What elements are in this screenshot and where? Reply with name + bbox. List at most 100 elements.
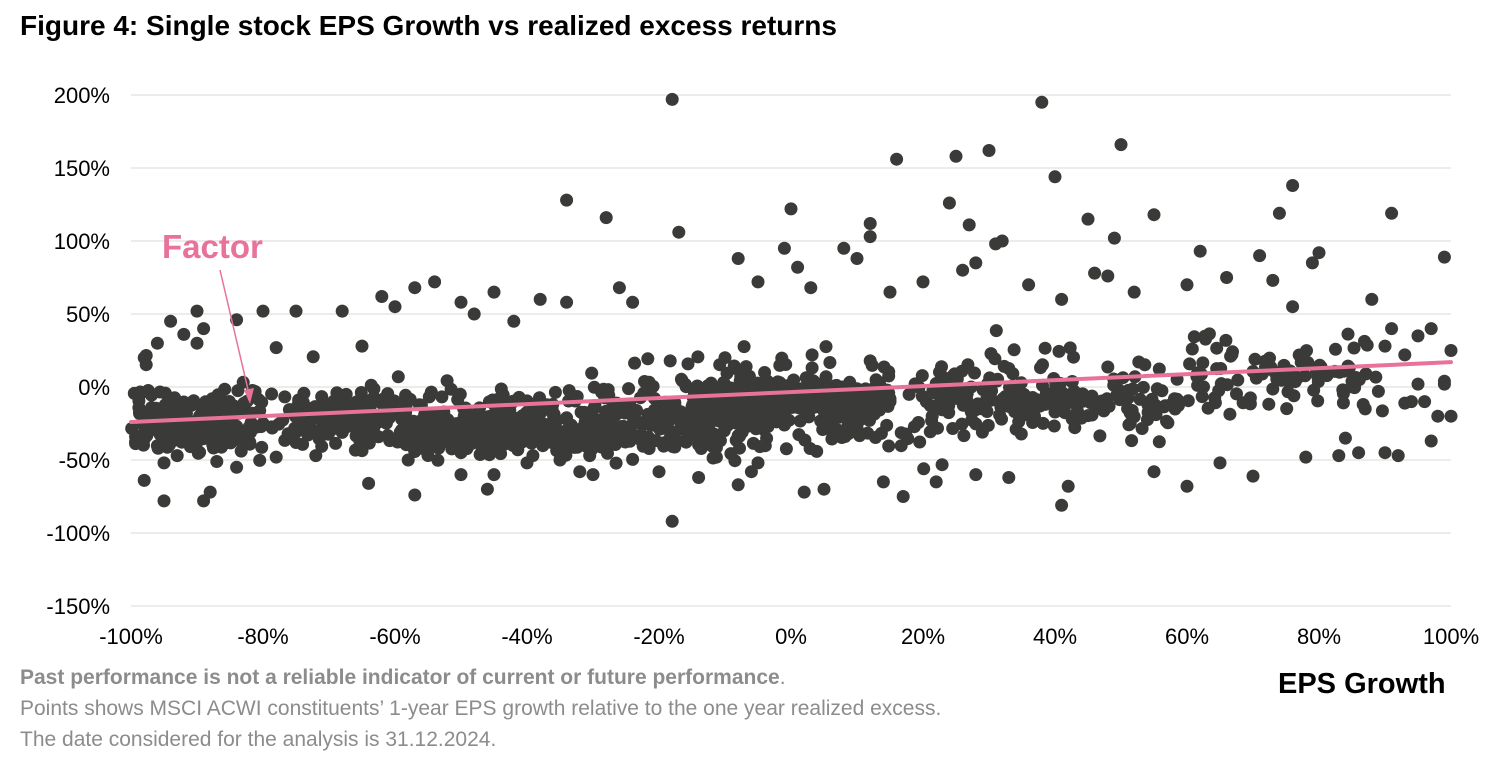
data-point [157,456,171,470]
data-point [1253,249,1267,263]
data-point [1085,389,1099,403]
data-point [388,300,402,314]
data-point [469,430,482,444]
data-point [1093,429,1107,443]
data-point [255,440,269,454]
data-point [717,424,731,438]
data-point [1181,394,1195,408]
y-tick-label: -100% [46,521,110,546]
x-tick-label: 0% [775,624,807,649]
data-point [779,442,793,456]
data-point [1036,393,1049,407]
data-point [175,431,189,445]
data-point [231,384,245,398]
data-point [1180,278,1194,292]
data-point [609,404,623,418]
data-point [622,382,636,396]
data-point [869,431,882,444]
x-axis-tick-labels: -100% -80% -60% -40% -20% 0% 20% 40% 60% 80% 100% [99,624,1479,649]
data-point [756,404,770,418]
data-point [816,423,830,436]
data-point [863,217,877,230]
data-point [401,453,415,467]
data-point [1220,271,1234,284]
data-point [230,313,244,327]
data-point [863,230,877,244]
data-point [706,451,720,465]
data-point [177,327,191,341]
data-point [1338,431,1352,445]
data-point [1444,344,1458,357]
data-point [819,340,833,354]
data-point [494,447,508,461]
data-point [1152,362,1166,376]
data-point [1067,350,1080,364]
data-point [408,488,422,502]
data-point [309,449,323,463]
data-point [981,418,995,432]
data-point [573,465,587,479]
data-point [663,354,677,368]
data-point [923,399,937,412]
factor-trendline-group [129,269,1453,425]
data-point [1213,456,1227,470]
data-point [1126,382,1140,396]
data-point [1133,392,1147,406]
data-point [1158,399,1172,413]
data-point [613,425,627,439]
data-point [649,434,663,448]
data-point [1411,377,1425,391]
data-point [894,439,908,453]
data-point [681,357,695,371]
data-point [1236,396,1250,410]
x-tick-label: 60% [1165,624,1209,649]
data-point [507,314,521,328]
data-point [955,417,969,431]
data-point [609,456,623,470]
data-point [242,420,256,434]
data-point [583,435,597,448]
data-point [1132,355,1146,369]
data-point [1286,300,1300,314]
data-point [957,429,971,443]
data-point [841,418,855,432]
data-point [1226,345,1239,359]
data-point [289,436,303,449]
data-point [995,234,1009,248]
data-point [1219,333,1233,347]
data-point [256,304,270,318]
data-point [956,398,970,412]
data-point [405,428,419,442]
data-point [1208,391,1222,405]
data-point [1424,322,1438,336]
data-point [1281,385,1295,399]
data-point [950,372,964,386]
data-point [861,396,875,410]
data-point [599,211,613,225]
data-point [672,225,686,239]
data-points [125,92,1458,528]
data-point [1272,206,1286,220]
data-point [278,390,292,404]
data-point [907,420,921,434]
data-point [255,395,269,409]
data-point [1299,450,1313,464]
data-point [1021,394,1035,408]
disclaimer-period: . [779,666,786,689]
data-point [533,292,547,306]
data-point [1067,396,1081,410]
data-point [1007,343,1021,357]
data-point [548,385,562,399]
data-point [1280,402,1294,416]
data-point [751,275,765,289]
data-point [480,482,494,496]
data-point [1195,390,1209,404]
data-point [1341,327,1355,341]
data-point [230,460,244,474]
data-point [850,252,864,265]
data-point [487,285,501,299]
data-point [1088,266,1102,280]
data-point [818,401,832,415]
data-point [733,441,746,455]
